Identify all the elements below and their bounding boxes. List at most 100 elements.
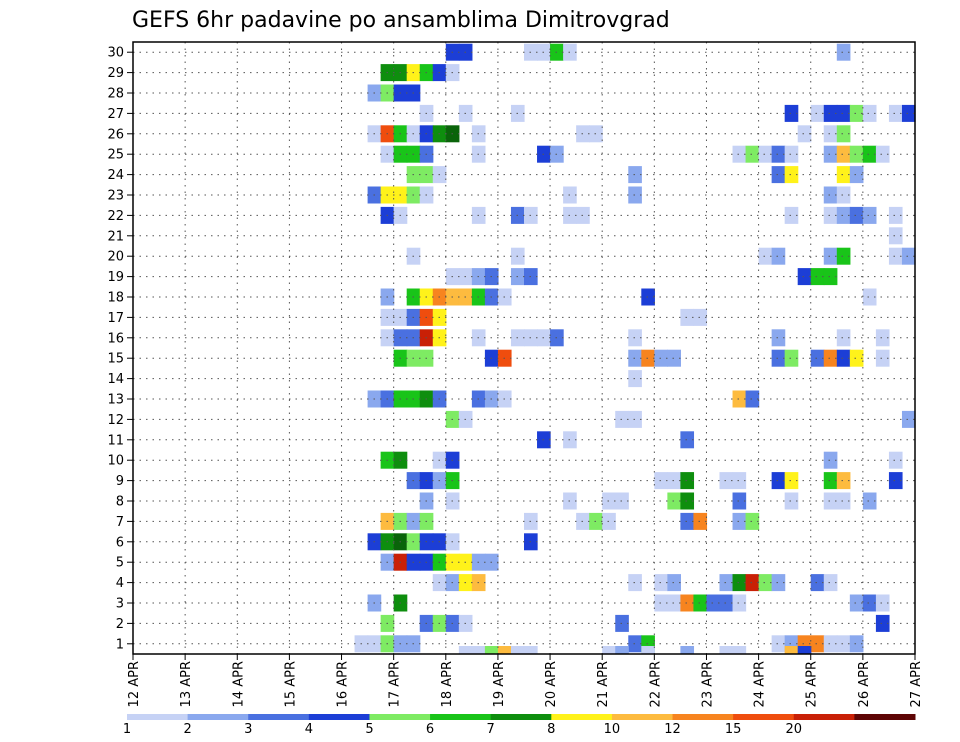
precip-cell [628, 370, 642, 388]
y-tick-label: 16 [107, 331, 124, 346]
precip-cell [771, 247, 786, 265]
precip-cell [836, 145, 851, 163]
precip-cell [810, 574, 825, 592]
legend-label: 5 [365, 722, 373, 737]
precip-cell [771, 349, 786, 367]
precip-cell [810, 104, 825, 122]
precip-cell [745, 574, 760, 592]
y-tick-label: 26 [107, 127, 124, 142]
precip-cell [784, 646, 799, 654]
precip-cell [875, 329, 890, 347]
precip-cell [680, 492, 695, 510]
legend-swatch [672, 714, 734, 720]
precip-cell [484, 646, 499, 654]
legend-label: 2 [183, 722, 191, 737]
legend-swatch [611, 714, 674, 720]
precip-cell [732, 512, 747, 530]
precip-cell [888, 247, 903, 265]
precip-cell [680, 308, 695, 326]
precip-cell [732, 390, 747, 408]
x-tick-label: 25 APR [805, 661, 820, 707]
precip-cell [784, 349, 799, 367]
precip-cell [745, 512, 760, 530]
precip-cell [836, 166, 851, 184]
precip-cell [849, 166, 864, 184]
legend-swatch [854, 714, 916, 720]
precip-cell [732, 145, 747, 163]
precip-cell [693, 512, 708, 530]
precip-cell [797, 646, 812, 654]
y-tick-label: 20 [107, 250, 124, 265]
precip-cell [771, 574, 786, 592]
legend-label: 3 [244, 722, 252, 737]
precip-cell [667, 574, 681, 592]
x-tick-label: 14 APR [231, 661, 246, 707]
precip-cell [888, 227, 903, 245]
precip-cell [732, 574, 747, 592]
precip-cell [888, 206, 903, 224]
precip-cell [732, 594, 747, 612]
precip-cell [836, 472, 851, 490]
precip-cell [901, 247, 916, 265]
precip-cell [680, 472, 695, 490]
y-tick-label: 23 [107, 189, 124, 204]
precip-cell [836, 186, 851, 204]
precip-cell [732, 492, 747, 510]
y-tick-label: 21 [107, 229, 124, 244]
precip-cell [836, 635, 851, 653]
precip-cell [654, 349, 668, 367]
precip-cell [823, 125, 838, 143]
precip-cell [497, 646, 512, 654]
precip-cell [615, 492, 629, 510]
precip-cell [471, 646, 486, 654]
chart-title: GEFS 6hr padavine po ansamblima Dimitrov… [132, 8, 670, 33]
legend-swatch [248, 714, 310, 720]
precip-cell [706, 594, 721, 612]
y-tick-label: 13 [107, 393, 124, 408]
precip-cell [888, 472, 903, 490]
y-tick-label: 22 [107, 209, 124, 224]
precip-cell [823, 268, 838, 286]
precip-cell [719, 594, 734, 612]
precip-cell [524, 646, 538, 654]
precip-cell [810, 268, 825, 286]
precip-cell [784, 472, 799, 490]
precip-cell [602, 492, 616, 510]
plot-frame [132, 41, 916, 655]
precip-cell [667, 492, 681, 510]
precip-cell [628, 329, 642, 347]
precip-cell [823, 635, 838, 653]
precip-cell [771, 635, 786, 653]
y-tick-label: 27 [107, 107, 124, 122]
y-tick-label: 8 [116, 495, 124, 510]
precip-cell [797, 125, 812, 143]
precip-cell [836, 247, 851, 265]
precip-cell [849, 206, 864, 224]
precip-cell [771, 329, 786, 347]
precip-cell [641, 288, 655, 306]
precip-cell [680, 431, 695, 449]
precip-cell [628, 166, 642, 184]
precip-cell [458, 646, 473, 654]
y-tick-label: 24 [107, 168, 124, 183]
precip-cell [641, 349, 655, 367]
legend-label: 6 [426, 722, 434, 737]
precip-cell [862, 145, 877, 163]
precip-cell [836, 43, 851, 61]
precip-cell [849, 635, 864, 653]
precip-cell [823, 186, 838, 204]
precip-cell [888, 451, 903, 469]
precip-cell [849, 594, 864, 612]
y-tick-label: 1 [116, 637, 124, 652]
precip-cell [758, 574, 773, 592]
precip-cell [641, 646, 655, 654]
precip-cell [719, 574, 734, 592]
precip-cell [901, 104, 916, 122]
precip-cell [771, 166, 786, 184]
y-axis-ticks: 1234567891011121314151617181920212223242… [107, 46, 133, 652]
y-tick-label: 3 [116, 597, 124, 612]
y-tick-label: 28 [107, 87, 124, 102]
legend-label: 4 [305, 722, 313, 737]
precip-cell [667, 472, 681, 490]
x-tick-label: 12 APR [127, 661, 142, 707]
